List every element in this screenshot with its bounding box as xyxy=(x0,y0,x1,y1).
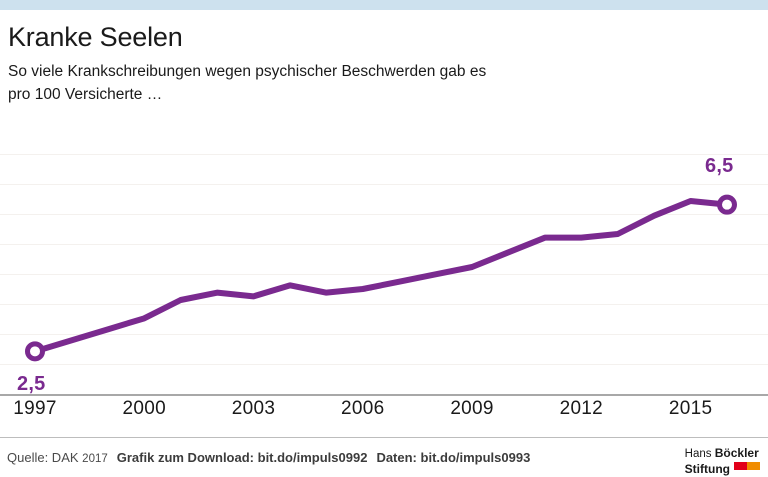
logo-stiftung: Stiftung xyxy=(684,461,730,476)
gridline xyxy=(0,214,768,215)
logo-color-bars-icon xyxy=(734,461,760,476)
page-subtitle: So viele Krankschreibungen wegen psychis… xyxy=(8,60,748,106)
line-chart: 2,5 6,5 xyxy=(0,140,768,398)
data-link[interactable]: bit.do/impuls0993 xyxy=(420,450,531,465)
gridline xyxy=(0,304,768,305)
gridline xyxy=(0,334,768,335)
logo-hans: Hans xyxy=(684,448,712,460)
x-axis-tick-label: 2012 xyxy=(559,398,604,419)
series-path-group xyxy=(25,194,737,362)
gridline xyxy=(0,244,768,245)
data-label-last: 6,5 xyxy=(705,154,734,177)
download-link[interactable]: bit.do/impuls0992 xyxy=(257,450,368,465)
gridlines xyxy=(0,140,768,398)
page-subtitle-line-2: pro 100 Versicherte … xyxy=(8,86,163,103)
download-label: Grafik zum Download: xyxy=(116,450,254,465)
data-point-marker-first xyxy=(25,341,45,362)
gridline xyxy=(0,154,768,155)
x-axis-ticks: 1997 2000 2003 2006 2009 2012 2015 xyxy=(0,398,768,428)
logo-bar-red xyxy=(734,461,747,470)
data-label: Daten: xyxy=(376,450,417,465)
x-axis-tick-label: 2006 xyxy=(341,398,385,419)
source-label: Quelle: DAK xyxy=(7,450,79,465)
data-point-marker-last xyxy=(717,194,737,215)
x-axis-tick-label: 2000 xyxy=(122,398,166,419)
source-year: 2017 xyxy=(82,453,108,465)
footer: Quelle: DAK 2017 Grafik zum Download: bit… xyxy=(0,438,768,477)
header: Kranke Seelen So viele Krankschreibungen… xyxy=(8,22,748,106)
logo-line-2: Stiftung xyxy=(684,461,760,477)
x-axis-tick-label: 2015 xyxy=(668,398,713,419)
plot-area: 2,5 6,5 xyxy=(0,140,768,398)
page-subtitle-line-1: So viele Krankschreibungen wegen psychis… xyxy=(8,63,487,80)
logo-boeckler: Böckler xyxy=(714,446,759,460)
gridline xyxy=(0,274,768,275)
series-line xyxy=(32,198,730,355)
footer-divider xyxy=(0,437,768,438)
data-label-first: 2,5 xyxy=(17,373,46,396)
hans-boeckler-stiftung-logo: Hans Böckler Stiftung xyxy=(684,446,760,477)
top-accent-bar xyxy=(0,0,768,10)
page-title: Kranke Seelen xyxy=(8,22,183,52)
gridline xyxy=(0,184,768,185)
x-axis-tick-label: 1997 xyxy=(13,398,57,419)
footer-credits: Quelle: DAK 2017 Grafik zum Download: bit… xyxy=(7,450,530,467)
gridline xyxy=(0,364,768,365)
x-axis-tick-label: 2009 xyxy=(450,398,494,419)
x-axis-line xyxy=(0,394,768,396)
logo-line-1: Hans Böckler xyxy=(684,446,760,462)
logo-bar-orange xyxy=(747,461,760,470)
x-axis-tick-label: 2003 xyxy=(231,398,276,419)
